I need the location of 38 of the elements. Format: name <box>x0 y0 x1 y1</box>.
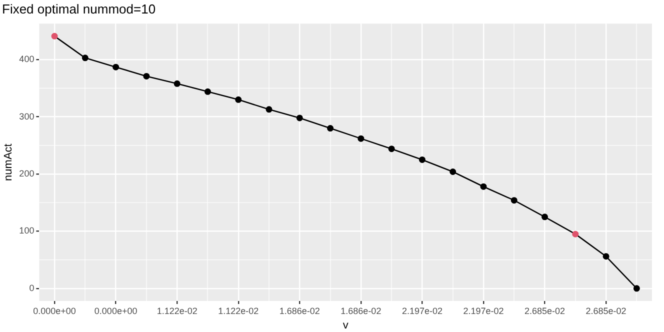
point <box>51 32 58 40</box>
point <box>480 183 487 190</box>
point <box>510 197 518 204</box>
y-tick-label: 0 <box>29 282 34 293</box>
point <box>327 125 334 132</box>
x-tick-label: 2.685e-02 <box>524 306 566 316</box>
y-tick-label: 100 <box>19 226 34 236</box>
point <box>82 54 88 62</box>
x-tick-label: 1.122e-02 <box>218 306 259 316</box>
point <box>296 114 303 122</box>
x-tick-label: 0.000e+00 <box>33 306 76 316</box>
x-tick-label: 2.197e-02 <box>463 306 504 316</box>
point <box>388 146 395 152</box>
y-tick-label: 200 <box>19 168 34 179</box>
y-axis-title: numAct <box>2 144 15 181</box>
point <box>450 168 456 175</box>
point <box>112 64 120 70</box>
point <box>235 96 242 103</box>
point <box>358 135 364 142</box>
point <box>266 106 272 113</box>
point <box>572 230 579 238</box>
x-tick-label: 1.122e-02 <box>156 306 198 316</box>
chart-title: Fixed optimal nummod=10 <box>2 1 156 16</box>
x-tick-label: 1.686e-02 <box>340 306 382 316</box>
x-axis-title: v <box>342 319 349 332</box>
point <box>602 253 610 260</box>
point <box>542 214 548 220</box>
point <box>633 285 640 292</box>
point <box>143 72 150 80</box>
point <box>418 156 426 163</box>
x-tick-label: 2.197e-02 <box>402 306 442 316</box>
y-tick-label: 400 <box>19 54 34 64</box>
x-tick-label: 2.685e-02 <box>586 306 626 316</box>
point <box>204 88 211 95</box>
x-tick-label: 1.686e-02 <box>279 306 320 316</box>
y-tick-label: 300 <box>19 111 34 122</box>
x-tick-label: 0.000e+00 <box>94 306 138 316</box>
point <box>174 80 180 87</box>
